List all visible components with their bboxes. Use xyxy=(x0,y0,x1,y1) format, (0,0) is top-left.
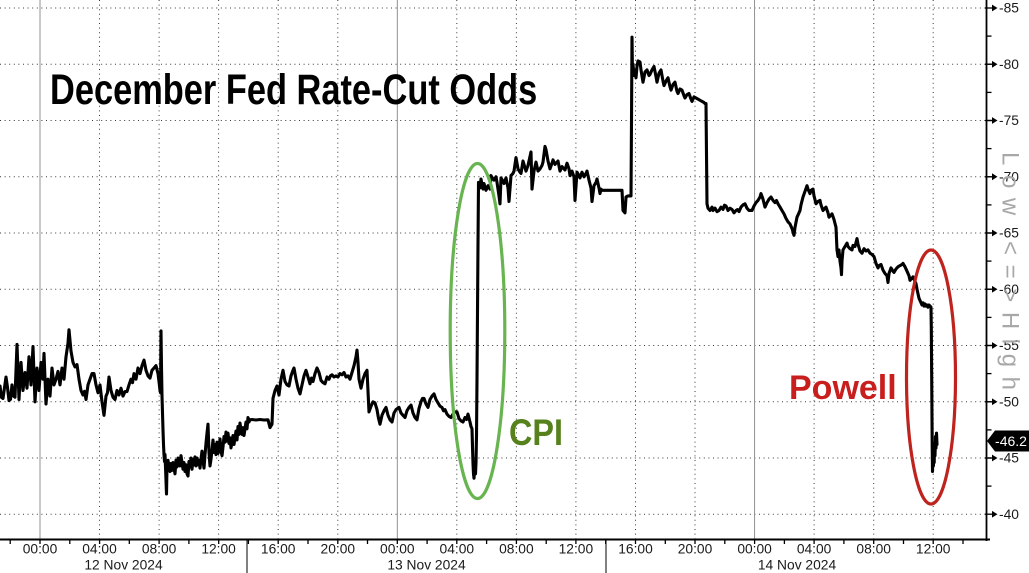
svg-text:Powell: Powell xyxy=(789,369,897,407)
svg-text:-45: -45 xyxy=(999,451,1019,466)
svg-text:04:00: 04:00 xyxy=(797,542,832,557)
svg-text:-65: -65 xyxy=(999,226,1019,241)
svg-text:CPI: CPI xyxy=(509,413,563,453)
svg-text:13 Nov 2024: 13 Nov 2024 xyxy=(387,558,466,573)
svg-text:12:00: 12:00 xyxy=(916,542,951,557)
svg-text:04:00: 04:00 xyxy=(440,542,475,557)
svg-text:12 Nov 2024: 12 Nov 2024 xyxy=(84,558,163,573)
svg-text:-50: -50 xyxy=(999,394,1019,409)
svg-text:20:00: 20:00 xyxy=(321,542,356,557)
svg-text:04:00: 04:00 xyxy=(82,542,117,557)
svg-text:00:00: 00:00 xyxy=(23,542,58,557)
svg-text:-75: -75 xyxy=(999,113,1019,128)
svg-text:-55: -55 xyxy=(999,338,1019,353)
svg-text:12:00: 12:00 xyxy=(559,542,594,557)
svg-text:16:00: 16:00 xyxy=(618,542,653,557)
svg-text:-40: -40 xyxy=(999,507,1019,522)
svg-text:00:00: 00:00 xyxy=(737,542,772,557)
svg-text:20:00: 20:00 xyxy=(678,542,713,557)
svg-text:00:00: 00:00 xyxy=(380,542,415,557)
svg-text:08:00: 08:00 xyxy=(856,542,891,557)
svg-text:-46.2: -46.2 xyxy=(995,433,1027,449)
svg-text:-60: -60 xyxy=(999,282,1019,297)
svg-text:-70: -70 xyxy=(999,169,1019,184)
svg-text:14 Nov 2024: 14 Nov 2024 xyxy=(758,558,837,573)
svg-text:08:00: 08:00 xyxy=(142,542,177,557)
svg-text:-80: -80 xyxy=(999,57,1019,72)
svg-text:Low <=>High: Low <=>High xyxy=(997,152,1024,390)
svg-text:08:00: 08:00 xyxy=(499,542,534,557)
svg-text:16:00: 16:00 xyxy=(261,542,296,557)
svg-text:12:00: 12:00 xyxy=(201,542,236,557)
svg-text:-85: -85 xyxy=(999,1,1019,16)
svg-text:December Fed Rate-Cut Odds: December Fed Rate-Cut Odds xyxy=(50,66,537,113)
